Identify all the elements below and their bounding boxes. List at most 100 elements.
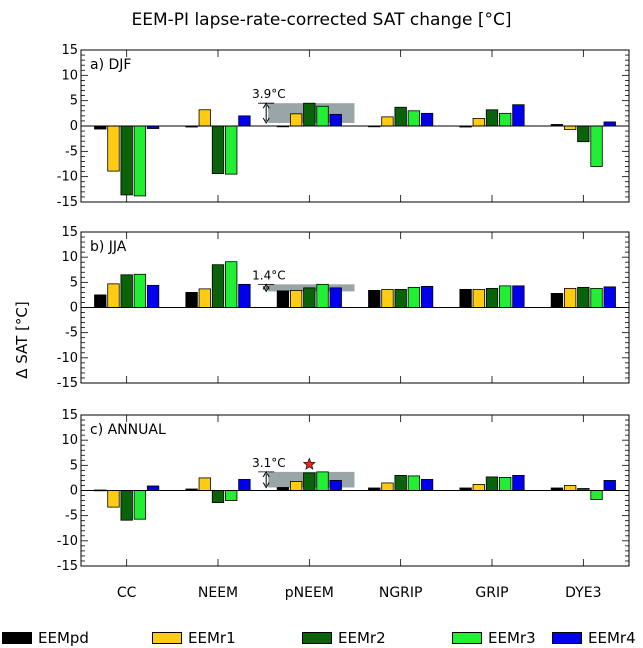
bar-eemr2-pneem-panel-3 bbox=[303, 472, 316, 491]
bar-eemr4-neem-panel-2 bbox=[238, 283, 251, 308]
x-tick-label-dye3: DYE3 bbox=[565, 585, 601, 601]
bar-eemr3-cc-panel-2 bbox=[133, 273, 147, 308]
bar-eemr1-pneem-panel-1 bbox=[289, 113, 303, 127]
y-tick-label-panel-3: -5 bbox=[65, 509, 78, 524]
bar-eemr2-cc-panel-3 bbox=[120, 490, 133, 521]
bar-eemr3-pneem-panel-1 bbox=[316, 105, 329, 127]
bar-eemr2-grip-panel-2 bbox=[485, 287, 499, 308]
bar-eemr4-neem-panel-3 bbox=[238, 479, 251, 491]
chart-title: EEM-PI lapse-rate-corrected SAT change [… bbox=[131, 10, 512, 30]
bar-eemr4-cc-panel-2 bbox=[146, 284, 160, 308]
bar-eemr2-neem-panel-2 bbox=[211, 264, 225, 308]
bar-eempd-cc-panel-2 bbox=[94, 294, 107, 308]
bar-eemr1-dye3-panel-1 bbox=[563, 125, 577, 130]
bar-eemr3-ngrip-panel-1 bbox=[407, 110, 421, 127]
y-tick-label-panel-2: -5 bbox=[65, 326, 78, 341]
y-tick-label-panel-2: 15 bbox=[61, 225, 78, 240]
y-tick-label-panel-1: -15 bbox=[57, 195, 78, 210]
bar-eemr3-pneem-panel-3 bbox=[316, 471, 329, 491]
legend-item-eemr3: EEMr3 bbox=[452, 628, 536, 648]
bar-eempd-grip-panel-2 bbox=[459, 288, 472, 308]
bar-eemr3-dye3-panel-3 bbox=[590, 490, 603, 500]
annotation-label-2: 1.4°C bbox=[252, 268, 285, 282]
bar-eemr2-pneem-panel-1 bbox=[303, 102, 316, 127]
y-tick-label-panel-3: 10 bbox=[61, 433, 78, 448]
bar-eemr2-dye3-panel-2 bbox=[577, 286, 590, 308]
x-tick-label-grip: GRIP bbox=[475, 585, 508, 601]
bar-eemr4-dye3-panel-2 bbox=[603, 286, 616, 308]
bar-eemr2-dye3-panel-1 bbox=[577, 125, 590, 143]
bar-eemr4-dye3-panel-3 bbox=[603, 480, 616, 491]
bar-eemr3-grip-panel-2 bbox=[499, 285, 512, 308]
y-tick-label-panel-1: 15 bbox=[61, 43, 78, 58]
legend: EEMpd EEMr1 EEMr2 EEMr3 EEMr4 bbox=[0, 628, 643, 648]
bar-eemr1-neem-panel-3 bbox=[198, 477, 211, 491]
annotation-arrowhead-bottom-1 bbox=[262, 117, 270, 124]
bar-eemr1-grip-panel-3 bbox=[472, 484, 485, 491]
panel-label-3: c) ANNUAL bbox=[90, 422, 166, 438]
legend-label: EEMr1 bbox=[188, 629, 236, 647]
bar-eemr3-pneem-panel-2 bbox=[316, 283, 329, 308]
bar-eemr1-grip-panel-2 bbox=[472, 288, 485, 308]
panel-label-2: b) JJA bbox=[90, 239, 127, 255]
bar-eemr3-ngrip-panel-2 bbox=[407, 286, 421, 308]
bar-eemr2-ngrip-panel-1 bbox=[394, 106, 407, 127]
bar-eemr1-ngrip-panel-2 bbox=[381, 288, 394, 308]
bar-eemr4-ngrip-panel-1 bbox=[420, 112, 434, 127]
bar-eempd-pneem-panel-2 bbox=[276, 290, 290, 308]
bar-eemr3-cc-panel-3 bbox=[133, 490, 147, 520]
bar-eemr3-dye3-panel-2 bbox=[590, 287, 603, 308]
bar-eemr4-ngrip-panel-3 bbox=[420, 479, 434, 491]
y-tick-label-panel-2: 10 bbox=[61, 250, 78, 265]
y-tick-label-panel-1: 5 bbox=[70, 94, 78, 109]
annotation-arrowhead-bottom-2 bbox=[262, 286, 270, 293]
bar-eempd-ngrip-panel-2 bbox=[368, 289, 381, 308]
legend-label: EEMpd bbox=[38, 629, 89, 647]
bar-eemr1-ngrip-panel-1 bbox=[381, 116, 394, 127]
y-tick-label-panel-3: 5 bbox=[70, 458, 78, 473]
bar-eemr2-cc-panel-1 bbox=[120, 125, 133, 196]
x-tick-label-cc: CC bbox=[117, 585, 137, 601]
legend-label: EEMr4 bbox=[588, 629, 636, 647]
legend-label: EEMr2 bbox=[338, 629, 386, 647]
bar-eemr3-neem-panel-3 bbox=[225, 490, 238, 501]
bar-eemr4-grip-panel-3 bbox=[512, 474, 525, 491]
legend-swatch bbox=[302, 632, 332, 644]
y-tick-label-panel-1: 0 bbox=[70, 119, 78, 134]
bar-eemr4-cc-panel-3 bbox=[146, 485, 160, 491]
y-tick-label-panel-3: -15 bbox=[57, 559, 78, 574]
y-tick-label-panel-3: 15 bbox=[61, 408, 78, 423]
legend-item-eemr1: EEMr1 bbox=[152, 628, 236, 648]
bar-eemr1-cc-panel-1 bbox=[107, 125, 120, 172]
bar-eemr2-grip-panel-3 bbox=[485, 476, 499, 491]
bar-eempd-neem-panel-2 bbox=[185, 291, 198, 308]
bar-eemr2-neem-panel-3 bbox=[211, 490, 225, 503]
legend-item-eemr4: EEMr4 bbox=[552, 628, 636, 648]
bar-eemr1-grip-panel-1 bbox=[472, 118, 485, 127]
legend-swatch bbox=[452, 632, 482, 644]
bar-eemr1-pneem-panel-2 bbox=[289, 289, 303, 308]
bar-eemr2-neem-panel-1 bbox=[211, 125, 225, 175]
legend-swatch bbox=[552, 632, 582, 644]
bar-eemr1-dye3-panel-3 bbox=[563, 485, 577, 491]
bar-eemr4-pneem-panel-3 bbox=[329, 480, 342, 491]
bar-eemr4-grip-panel-2 bbox=[512, 285, 525, 308]
y-tick-label-panel-3: -10 bbox=[57, 534, 78, 549]
star-marker-3 bbox=[302, 457, 316, 470]
bar-eemr1-dye3-panel-2 bbox=[563, 287, 577, 308]
legend-item-eemr2: EEMr2 bbox=[302, 628, 386, 648]
y-tick-label-panel-2: 0 bbox=[70, 301, 78, 316]
legend-item-eempd: EEMpd bbox=[2, 628, 89, 648]
bar-eemr1-cc-panel-3 bbox=[107, 490, 120, 508]
bar-eemr3-neem-panel-2 bbox=[225, 261, 238, 308]
y-tick-label-panel-3: 0 bbox=[70, 484, 78, 499]
x-tick-label-pneem: pNEEM bbox=[285, 585, 334, 601]
bar-eemr3-grip-panel-1 bbox=[499, 112, 512, 127]
bar-eemr4-neem-panel-1 bbox=[238, 115, 251, 127]
bar-eemr4-pneem-panel-1 bbox=[329, 113, 342, 127]
x-tick-label-ngrip: NGRIP bbox=[379, 585, 423, 601]
annotation-label-1: 3.9°C bbox=[252, 87, 285, 101]
bar-eemr3-cc-panel-1 bbox=[133, 125, 147, 197]
legend-swatch bbox=[2, 632, 32, 644]
